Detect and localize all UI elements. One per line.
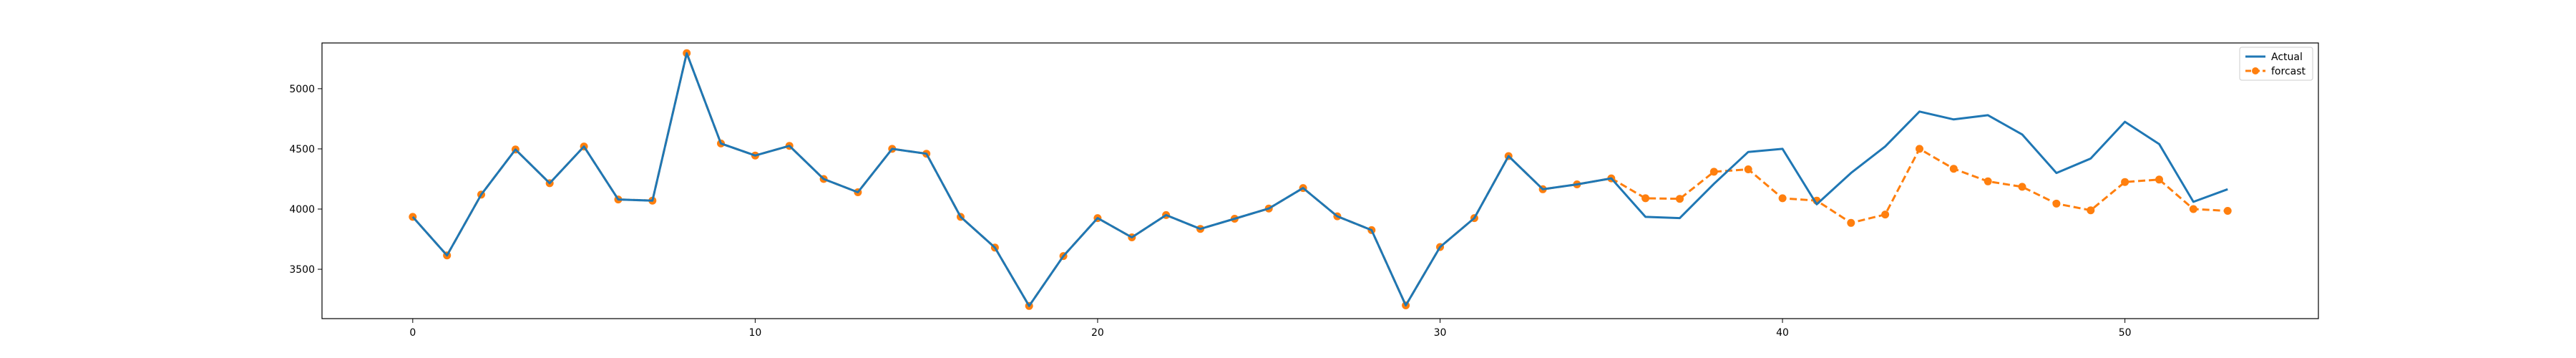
y-tick-label: 4000 xyxy=(289,204,315,216)
x-tick-label: 50 xyxy=(2119,327,2132,339)
legend: Actual forcast xyxy=(2239,47,2313,81)
series-layer xyxy=(409,49,2232,310)
data-point-forcast xyxy=(2121,178,2129,186)
x-tick-label: 10 xyxy=(748,327,761,339)
x-tick-label: 30 xyxy=(1434,327,1447,339)
x-tick-label: 0 xyxy=(409,327,416,339)
data-point-forcast xyxy=(1641,194,1650,203)
x-axis: 0 10 20 30 40 50 xyxy=(409,319,2132,339)
data-point-forcast xyxy=(2223,207,2232,215)
x-tick-label: 20 xyxy=(1091,327,1104,339)
data-point-forcast xyxy=(2087,206,2095,215)
y-tick-label: 3500 xyxy=(289,264,315,276)
data-point-forcast xyxy=(2052,199,2061,208)
data-point-forcast xyxy=(1709,168,1718,176)
data-point-forcast xyxy=(1847,218,1855,227)
legend-label-forcast: forcast xyxy=(2271,66,2306,77)
y-tick-label: 5000 xyxy=(289,84,315,95)
legend-marker-forcast xyxy=(2252,67,2259,74)
data-point-forcast xyxy=(1676,195,1684,203)
x-tick-label: 40 xyxy=(1776,327,1789,339)
data-point-forcast xyxy=(1984,177,1992,185)
data-point-forcast xyxy=(2018,183,2026,191)
data-point-forcast xyxy=(1778,194,1787,203)
data-point-forcast xyxy=(1916,145,1923,153)
data-point-forcast xyxy=(2189,205,2197,213)
data-point-forcast xyxy=(2155,175,2163,184)
data-point-forcast xyxy=(1949,165,1958,173)
y-axis: 3500 4000 4500 5000 xyxy=(289,84,322,276)
data-point-forcast xyxy=(1881,211,1890,219)
legend-label-actual: Actual xyxy=(2271,52,2303,63)
y-tick-label: 4500 xyxy=(289,144,315,155)
series-line-actual xyxy=(411,52,2228,307)
data-point-forcast xyxy=(1744,165,1752,173)
plot-frame xyxy=(321,42,2319,319)
